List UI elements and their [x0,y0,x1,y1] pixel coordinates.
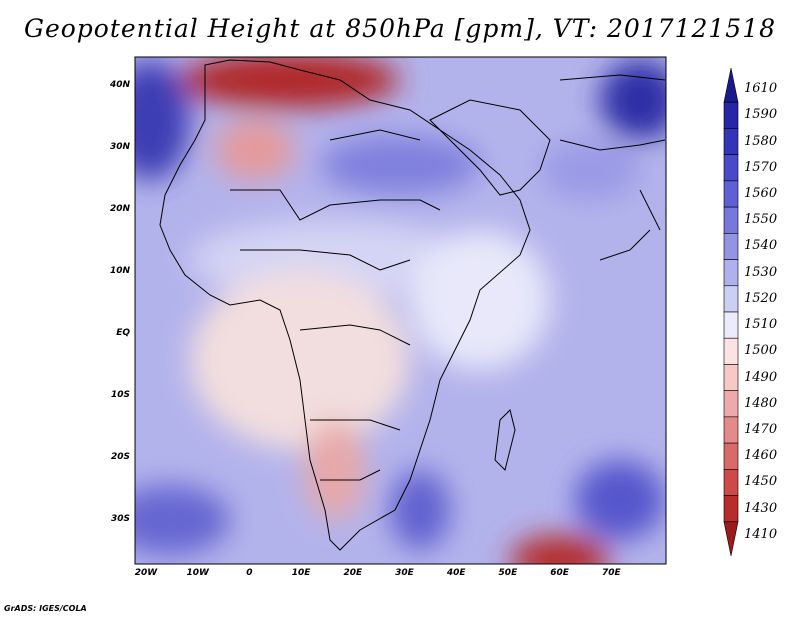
latitude-label: 40N [109,80,130,90]
colorbar-swatch [723,233,739,260]
colorbar-swatch [723,101,739,129]
colorbar-swatch [723,390,739,418]
colorbar-swatch [723,364,739,391]
colorbar-label: 1520 [744,290,778,306]
latitude-label: 30N [109,142,130,152]
colorbar-label: 1500 [744,343,778,359]
colorbar-swatch [723,495,739,523]
colorbar-label: 1590 [744,107,778,123]
colorbar-label: 1410 [744,526,778,542]
colorbar-label: 1510 [744,317,778,333]
colorbar-label: 1430 [744,500,778,516]
longitude-label: 10E [291,568,311,578]
colorbar-label: 1550 [744,212,778,228]
colorbar-label: 1560 [744,186,778,201]
longitude-label: 20E [343,568,363,578]
latitude-label: 30S [110,514,130,524]
colorbar-swatch [723,416,739,444]
colorbar-label: 1490 [744,369,778,385]
colorbar-swatch [723,128,739,155]
height-field [135,57,666,564]
colorbar-label: 1460 [744,448,778,464]
longitude-label: 60E [550,568,569,578]
longitude-label: 0 [246,568,253,578]
longitude-label: 40E [446,568,466,578]
colorbar-label: 1570 [744,159,778,175]
colorbar-label: 1610 [744,81,778,97]
latitude-label: EQ [116,328,130,338]
longitude-label: 70E [601,568,621,578]
colorbar-label: 1480 [744,395,778,411]
map-title: Geopotential Height at 850hPa [gpm], VT:… [23,14,777,43]
latitude-label: 10N [109,266,130,276]
footer-credit: GrADS: IGES/COLA [4,604,87,613]
longitude-label: 50E [498,568,518,578]
colorbar-swatch [723,311,739,339]
colorbar-swatch [723,180,739,208]
longitude-label: 20W [134,568,158,578]
longitude-label: 30E [395,568,414,578]
colorbar-label: 1530 [744,264,778,280]
colorbar-swatch [723,206,739,234]
colorbar-swatch [723,442,739,470]
latitude-label: 10S [110,390,130,400]
colorbar-swatch [723,469,739,496]
colorbar [723,67,739,557]
colorbar-label: 1580 [744,133,778,149]
colorbar-label: 1540 [744,238,778,254]
colorbar-swatch [723,259,739,287]
latitude-label: 20N [109,204,130,214]
colorbar-swatch [723,521,739,557]
latitude-label: 20S [110,452,130,462]
longitude-label: 10W [186,568,209,578]
colorbar-swatch [723,337,739,365]
colorbar-label: 1470 [744,422,778,437]
colorbar-swatch [723,67,739,103]
colorbar-label: 1450 [744,474,778,490]
plot-frame [134,56,667,565]
coastline-outlines [159,59,666,551]
colorbar-swatch [723,154,739,182]
colorbar-swatch [723,285,739,313]
